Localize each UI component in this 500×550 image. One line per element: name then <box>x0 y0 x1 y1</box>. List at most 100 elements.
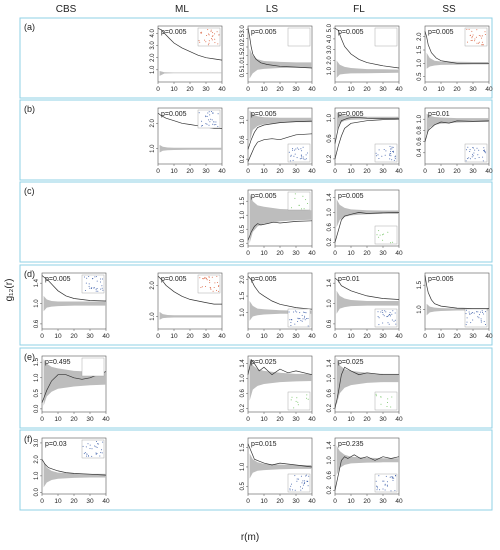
x-tick-label: 20 <box>276 250 284 257</box>
inset-point <box>483 313 485 315</box>
inset-point <box>95 446 97 448</box>
x-tick-label: 10 <box>54 333 62 340</box>
x-tick-label: 10 <box>260 498 268 505</box>
inset-point <box>469 151 471 152</box>
inset-point <box>393 477 395 479</box>
envelope-band <box>336 112 399 131</box>
inset-point <box>290 485 292 487</box>
inset-point <box>377 316 379 318</box>
x-tick-label: 40 <box>485 333 493 340</box>
inset-point <box>472 34 474 36</box>
inset-point <box>83 276 85 278</box>
inset-point <box>218 34 220 36</box>
inset-point <box>307 325 309 327</box>
inset-point <box>205 115 207 117</box>
y-tick-label: 0.5 <box>240 68 246 77</box>
panel-f-ls: p=0.015 0 10 20 30 40 0.5 1.0 1.5 <box>240 437 316 505</box>
y-tick-label: 1.0 <box>327 113 333 122</box>
x-tick-label: 10 <box>260 86 268 93</box>
inset-point <box>206 35 208 36</box>
row-frame <box>19 99 493 181</box>
inset-point <box>476 29 478 31</box>
y-tick-label: 2.0 <box>150 53 156 62</box>
inset-point <box>303 158 305 160</box>
inset-point <box>375 393 377 395</box>
inset-point <box>389 154 391 156</box>
inset-point <box>307 485 309 487</box>
inset-point <box>207 112 209 114</box>
x-tick-label: 40 <box>102 333 110 340</box>
x-tick-label: 0 <box>333 416 337 423</box>
inset-point <box>202 125 203 126</box>
inset-point <box>380 396 382 398</box>
envelope-band <box>249 357 312 401</box>
p-value-label: p=0.01 <box>338 276 360 283</box>
y-tick-label: 0.2 <box>327 237 333 246</box>
x-tick-label: 20 <box>276 333 284 340</box>
inset-point <box>375 395 377 397</box>
p-value-label: p=0.005 <box>251 276 277 283</box>
p-value-label: p=0.025 <box>251 359 277 366</box>
x-tick-label: 30 <box>292 250 300 257</box>
row-label: (c) <box>24 186 35 196</box>
inset-point <box>95 452 97 454</box>
inset-point <box>92 278 94 279</box>
inset-point <box>209 282 211 284</box>
inset-point <box>96 280 98 282</box>
inset-point <box>211 39 213 41</box>
series-line-1 <box>334 118 400 159</box>
y-tick-label: 1.0 <box>240 374 246 383</box>
x-tick-label: 20 <box>363 416 371 423</box>
y-tick-label: 3.0 <box>240 25 246 34</box>
inset-point <box>96 441 97 442</box>
inset-point <box>291 483 292 485</box>
envelope-band <box>249 110 312 143</box>
inset-point <box>471 36 473 38</box>
x-tick-label: 10 <box>437 333 445 340</box>
y-tick-label: 2.0 <box>150 118 156 127</box>
x-tick-label: 30 <box>379 416 387 423</box>
x-tick-label: 30 <box>86 416 94 423</box>
y-tick-label: 1.0 <box>327 208 333 217</box>
p-value-label: p=0.235 <box>338 441 364 448</box>
inset-point <box>294 475 296 477</box>
p-value-label: p=0.005 <box>251 193 277 200</box>
panel-e-fl: p=0.025 0 10 20 30 40 0.2 0.6 1.0 1.4 <box>327 355 403 423</box>
envelope-band <box>336 445 399 476</box>
x-tick-label: 10 <box>347 333 355 340</box>
inset-point <box>391 148 393 150</box>
x-tick-label: 0 <box>246 416 250 423</box>
y-tick-label: 1.0 <box>417 305 423 314</box>
inset-point <box>302 480 304 482</box>
envelope-band <box>426 52 489 69</box>
inset-point <box>301 208 302 210</box>
y-tick-label: 0.6 <box>417 137 423 146</box>
x-tick-label: 0 <box>246 498 250 505</box>
x-tick-label: 0 <box>40 498 44 505</box>
x-tick-label: 40 <box>395 86 403 93</box>
y-tick-label: 2.5 <box>240 33 246 42</box>
inset-point <box>466 149 467 151</box>
inset-point <box>213 124 215 126</box>
inset-point <box>473 312 475 314</box>
x-tick-label: 40 <box>102 498 110 505</box>
series-line-1 <box>334 27 400 69</box>
inset-point <box>96 288 98 289</box>
inset-point <box>216 31 218 33</box>
inset-point <box>478 149 480 151</box>
y-tick-label: 1.4 <box>327 359 333 368</box>
inset-point <box>292 149 294 151</box>
inset-map <box>287 143 311 163</box>
inset-point <box>382 488 384 490</box>
series-line-1 <box>247 358 313 376</box>
inset-point <box>382 239 384 241</box>
envelope-band <box>159 144 222 153</box>
inset-point <box>468 28 470 30</box>
inset-point <box>102 289 104 291</box>
row-frame <box>19 429 493 511</box>
inset-point <box>384 489 386 491</box>
inset-point <box>208 40 210 42</box>
panel-d-fl: p=0.01 0 10 20 30 40 0.6 1.0 1.4 <box>327 272 403 340</box>
x-tick-label: 0 <box>423 333 427 340</box>
